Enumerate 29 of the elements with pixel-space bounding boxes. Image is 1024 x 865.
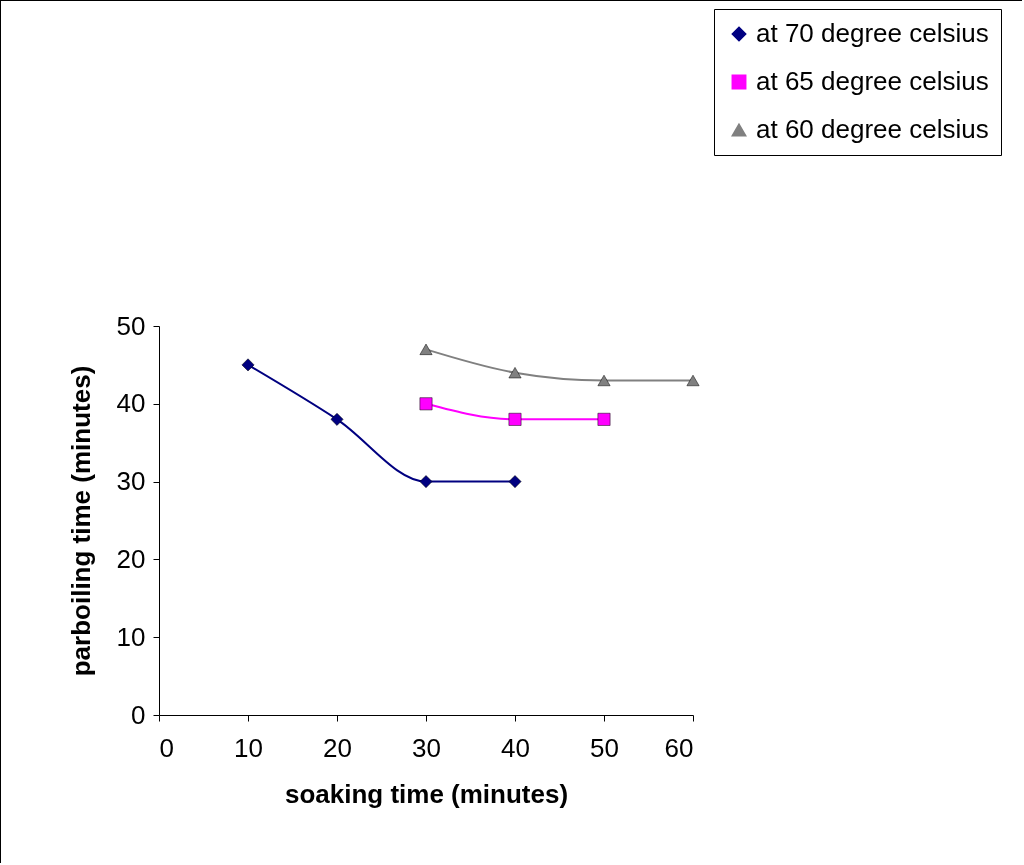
y-tick-label: 50 [116,310,146,341]
point [419,397,433,411]
x-tick-label: 50 [590,732,619,763]
x-tick-label: 40 [501,732,530,763]
x-axis-title: soaking time (minutes) [284,778,569,809]
y-tick-label: 30 [116,466,146,497]
y-tick-label: 20 [116,543,146,574]
x-tick-label: 30 [412,732,441,763]
point [241,358,255,372]
point [686,374,700,387]
point [330,412,344,426]
point [597,374,611,387]
point [508,475,522,488]
x-tick-label: 60 [664,732,694,763]
point [419,343,433,355]
point [419,475,433,488]
legend-label: at 65 degree celsius [756,66,989,96]
y-tick-label: 10 [116,621,146,652]
y-tick-label: 40 [116,388,146,419]
x-tick-label: 10 [234,732,263,763]
point [508,367,522,379]
point [508,412,522,426]
legend-label: at 70 degree celsius [756,18,989,48]
point [597,412,611,426]
y-tick-label: 0 [131,699,146,730]
legend-label: at 60 degree celsius [756,114,989,144]
y-axis-title: parboiling time (minutes) [65,365,96,677]
x-tick-label: 0 [159,732,174,763]
x-tick-label: 20 [323,732,352,763]
